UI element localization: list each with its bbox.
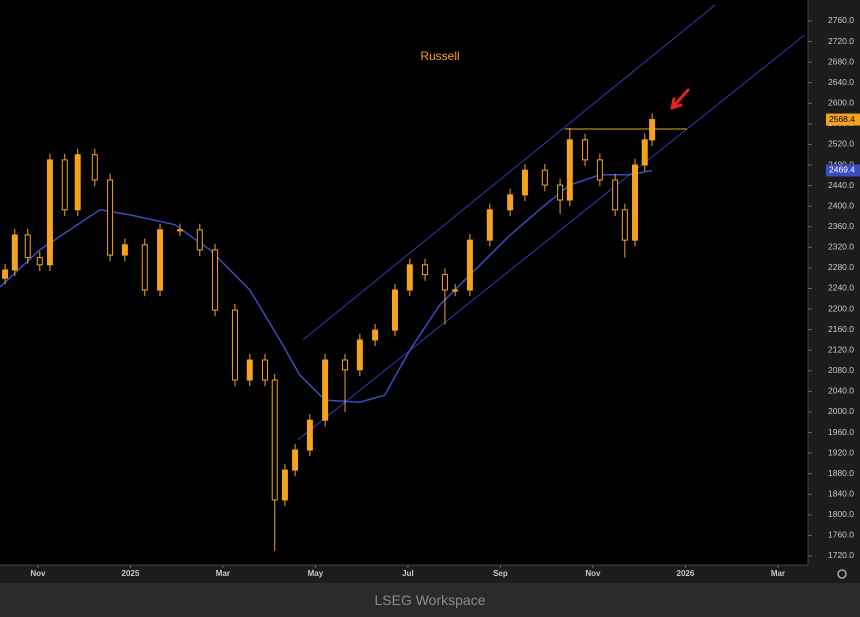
candle-body	[212, 249, 219, 311]
plot-area	[0, 0, 808, 565]
candle-body	[541, 169, 548, 186]
x-tick-label: Nov	[585, 569, 601, 578]
candle-body	[322, 359, 329, 421]
x-tick-label: Sep	[493, 569, 508, 578]
y-tick-label: 2040.0	[828, 386, 854, 396]
y-tick-label: 2240.0	[828, 283, 854, 293]
x-tick-label: Mar	[771, 569, 785, 578]
y-tick-label: 1960.0	[828, 427, 854, 437]
price-tag	[826, 113, 860, 126]
y-tick-label: 2320.0	[828, 242, 854, 252]
ma-tag	[826, 164, 860, 177]
candle-body	[281, 469, 288, 501]
candle-body	[372, 329, 379, 341]
candle-body	[391, 289, 398, 331]
candle-body	[342, 359, 349, 371]
candle-body	[582, 139, 589, 161]
candle-body	[306, 419, 313, 451]
candle-body	[141, 244, 148, 291]
x-tick-label: Jul	[402, 569, 414, 578]
candle-body	[11, 234, 18, 271]
y-tick-label: 2200.0	[828, 303, 854, 313]
candle-body	[2, 269, 9, 279]
y-tick-label: 1920.0	[828, 447, 854, 457]
candle-body	[632, 164, 639, 241]
y-tick-label: 2480.0	[828, 159, 854, 169]
y-tick-label: 2120.0	[828, 344, 854, 354]
candle-body	[157, 229, 164, 291]
candle-body	[107, 179, 114, 256]
x-tick-label: 2026	[677, 569, 695, 578]
x-tick-label: Nov	[30, 569, 46, 578]
y-tick-label: 2160.0	[828, 324, 854, 334]
ma-tag-label: 2469.4	[829, 165, 855, 175]
candle-body	[356, 339, 363, 371]
y-tick-label: 2400.0	[828, 200, 854, 210]
trendline	[302, 4, 716, 341]
candle-body	[596, 159, 603, 181]
chart-title: Russell	[420, 49, 459, 63]
y-tick-label: 1720.0	[828, 550, 854, 560]
settings-icon[interactable]	[837, 569, 847, 579]
y-tick-label: 1760.0	[828, 530, 854, 540]
y-tick-label: 2720.0	[828, 36, 854, 46]
candle-body	[61, 159, 68, 211]
candle-body	[121, 244, 128, 256]
candle-body	[507, 194, 514, 211]
x-tick-label: May	[308, 569, 324, 578]
footer: LSEG Workspace	[0, 583, 860, 615]
candle-body	[36, 257, 43, 266]
y-tick-label: 2640.0	[828, 77, 854, 87]
candle-body	[24, 234, 31, 259]
y-tick-label: 2440.0	[828, 180, 854, 190]
candle-body	[621, 209, 628, 241]
candle-body	[422, 264, 429, 276]
candle-body	[271, 379, 278, 501]
y-tick-label: 1800.0	[828, 509, 854, 519]
candle-body	[649, 119, 656, 141]
candle-body	[231, 309, 238, 381]
y-tick-label: 2000.0	[828, 406, 854, 416]
candle-body	[566, 139, 573, 201]
candle-body	[466, 239, 473, 291]
candle-body	[406, 264, 413, 291]
candle-body	[612, 179, 619, 211]
candle-body	[196, 229, 203, 251]
candle-body	[292, 449, 299, 471]
price-tag-label: 2568.4	[829, 114, 855, 124]
candle-body	[521, 169, 528, 196]
y-tick-label: 2360.0	[828, 221, 854, 231]
y-tick-label: 1880.0	[828, 468, 854, 478]
candle-body	[441, 274, 448, 291]
y-tick-label: 2680.0	[828, 56, 854, 66]
y-tick-label: 2280.0	[828, 262, 854, 272]
candle-body	[176, 229, 183, 232]
trendline	[297, 34, 806, 441]
y-tick-label: 2760.0	[828, 15, 854, 25]
y-tick-label: 1840.0	[828, 489, 854, 499]
candle-body	[262, 359, 269, 381]
candle-body	[557, 184, 564, 201]
candle-body	[452, 289, 459, 292]
y-tick-label: 2600.0	[828, 98, 854, 108]
y-tick-label: 2520.0	[828, 139, 854, 149]
candle-body	[641, 139, 648, 166]
arrow-annotation	[670, 88, 690, 110]
candle-body	[246, 359, 253, 381]
y-tick-label: 2080.0	[828, 365, 854, 375]
candle-body	[91, 154, 98, 181]
chart: Russell 1720.0 1760.0 1800.0 1840.0 1880.0 19…	[0, 0, 860, 583]
candle-body	[46, 159, 53, 266]
candle-body	[486, 209, 493, 241]
candle-body	[74, 154, 81, 211]
x-tick-label: 2025	[122, 569, 140, 578]
x-tick-label: Mar	[216, 569, 230, 578]
